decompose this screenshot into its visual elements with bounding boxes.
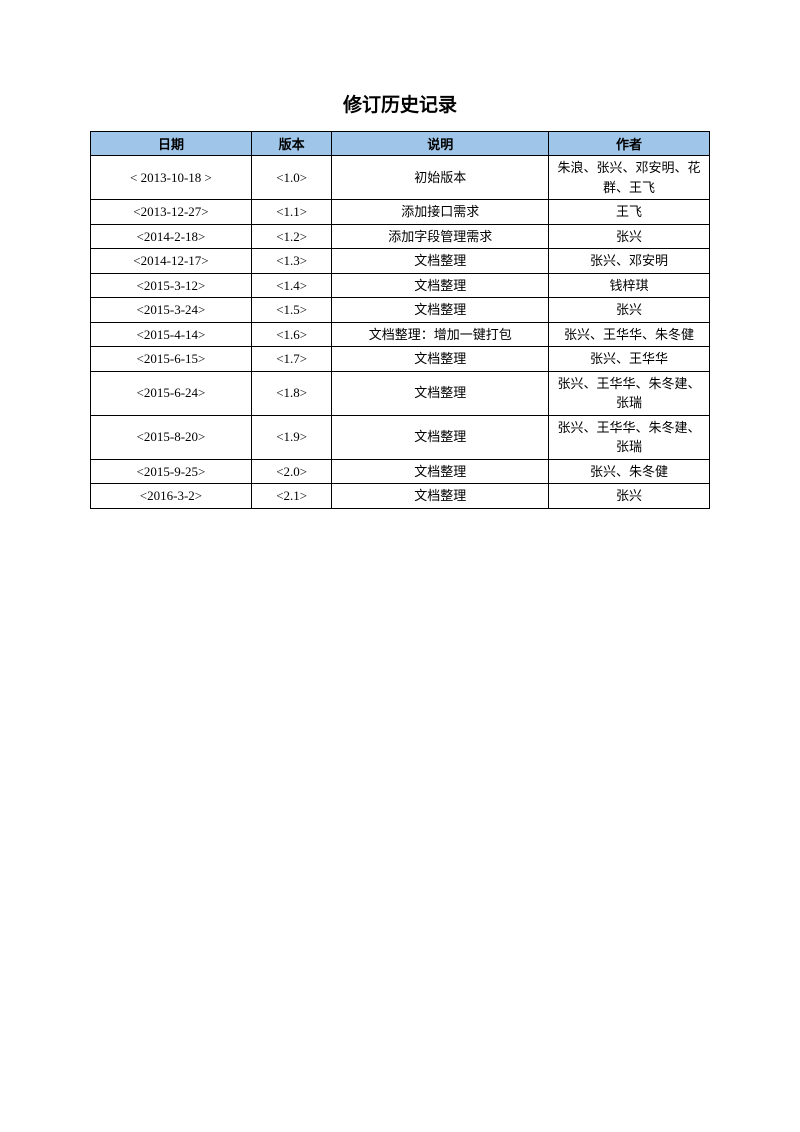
table-row: <2014-12-17><1.3>文档整理张兴、邓安明 <box>91 249 710 274</box>
cell-date: <2015-6-24> <box>91 371 252 415</box>
cell-date: <2015-9-25> <box>91 459 252 484</box>
table-row: <2015-3-24><1.5>文档整理张兴 <box>91 298 710 323</box>
cell-date: <2015-6-15> <box>91 347 252 372</box>
cell-author: 张兴、王华华、朱冬健 <box>549 322 710 347</box>
cell-version: <1.5> <box>251 298 331 323</box>
cell-version: <2.1> <box>251 484 331 509</box>
page-title: 修订历史记录 <box>90 90 710 117</box>
cell-description: 初始版本 <box>332 156 549 200</box>
cell-author: 朱浪、张兴、邓安明、花群、王飞 <box>549 156 710 200</box>
cell-date: <2014-2-18> <box>91 224 252 249</box>
table-row: <2015-4-14><1.6>文档整理：增加一键打包张兴、王华华、朱冬健 <box>91 322 710 347</box>
cell-date: <2015-3-12> <box>91 273 252 298</box>
cell-date: <2015-4-14> <box>91 322 252 347</box>
cell-version: <1.4> <box>251 273 331 298</box>
cell-description: 添加接口需求 <box>332 200 549 225</box>
table-row: <2015-3-12><1.4>文档整理钱梓琪 <box>91 273 710 298</box>
cell-version: <1.1> <box>251 200 331 225</box>
cell-description: 文档整理 <box>332 273 549 298</box>
cell-date: <2016-3-2> <box>91 484 252 509</box>
cell-description: 文档整理 <box>332 459 549 484</box>
header-author: 作者 <box>549 132 710 156</box>
cell-date: <2013-12-27> <box>91 200 252 225</box>
cell-description: 文档整理 <box>332 484 549 509</box>
cell-description: 添加字段管理需求 <box>332 224 549 249</box>
cell-description: 文档整理 <box>332 415 549 459</box>
cell-date: <2014-12-17> <box>91 249 252 274</box>
table-row: <2013-12-27><1.1>添加接口需求王飞 <box>91 200 710 225</box>
cell-author: 钱梓琪 <box>549 273 710 298</box>
table-row: <2015-8-20><1.9>文档整理张兴、王华华、朱冬建、张瑞 <box>91 415 710 459</box>
cell-author: 张兴 <box>549 298 710 323</box>
cell-description: 文档整理 <box>332 249 549 274</box>
cell-version: <1.3> <box>251 249 331 274</box>
table-row: <2014-2-18><1.2>添加字段管理需求张兴 <box>91 224 710 249</box>
cell-date: <2015-3-24> <box>91 298 252 323</box>
cell-version: <1.0> <box>251 156 331 200</box>
cell-version: <1.2> <box>251 224 331 249</box>
table-header-row: 日期 版本 说明 作者 <box>91 132 710 156</box>
cell-date: < 2013-10-18 > <box>91 156 252 200</box>
header-date: 日期 <box>91 132 252 156</box>
header-version: 版本 <box>251 132 331 156</box>
cell-author: 张兴、王华华 <box>549 347 710 372</box>
cell-author: 张兴、王华华、朱冬建、张瑞 <box>549 371 710 415</box>
table-row: <2015-6-15><1.7>文档整理张兴、王华华 <box>91 347 710 372</box>
cell-date: <2015-8-20> <box>91 415 252 459</box>
table-row: < 2013-10-18 ><1.0>初始版本朱浪、张兴、邓安明、花群、王飞 <box>91 156 710 200</box>
cell-author: 张兴 <box>549 484 710 509</box>
table-row: <2015-6-24><1.8>文档整理张兴、王华华、朱冬建、张瑞 <box>91 371 710 415</box>
cell-description: 文档整理：增加一键打包 <box>332 322 549 347</box>
cell-description: 文档整理 <box>332 298 549 323</box>
cell-description: 文档整理 <box>332 347 549 372</box>
cell-author: 张兴 <box>549 224 710 249</box>
header-description: 说明 <box>332 132 549 156</box>
cell-version: <1.8> <box>251 371 331 415</box>
cell-author: 张兴、邓安明 <box>549 249 710 274</box>
cell-version: <2.0> <box>251 459 331 484</box>
table-row: <2015-9-25><2.0>文档整理张兴、朱冬健 <box>91 459 710 484</box>
table-row: <2016-3-2><2.1>文档整理张兴 <box>91 484 710 509</box>
revision-history-table: 日期 版本 说明 作者 < 2013-10-18 ><1.0>初始版本朱浪、张兴… <box>90 131 710 509</box>
cell-version: <1.7> <box>251 347 331 372</box>
cell-author: 张兴、王华华、朱冬建、张瑞 <box>549 415 710 459</box>
cell-author: 王飞 <box>549 200 710 225</box>
cell-author: 张兴、朱冬健 <box>549 459 710 484</box>
cell-description: 文档整理 <box>332 371 549 415</box>
cell-version: <1.6> <box>251 322 331 347</box>
cell-version: <1.9> <box>251 415 331 459</box>
